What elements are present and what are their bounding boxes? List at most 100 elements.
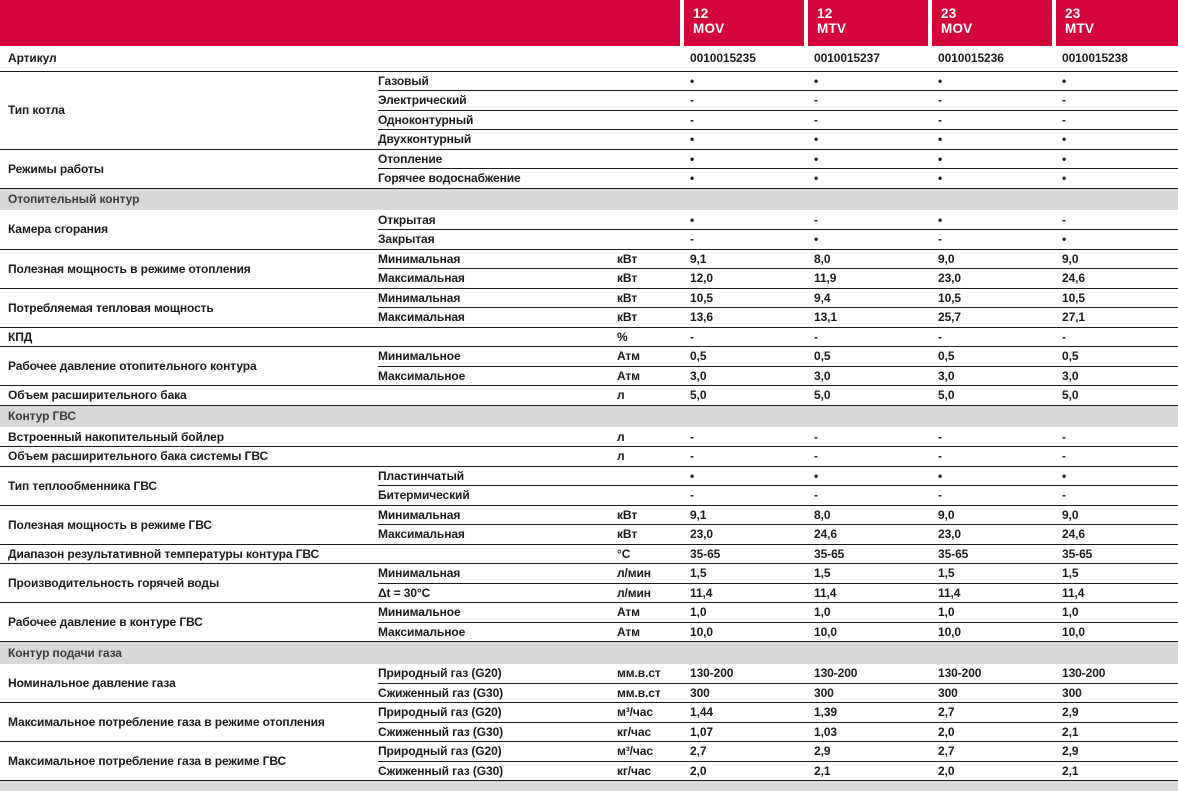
spec-value: - bbox=[930, 90, 1055, 110]
spec-row: Артикул 0010015235 0010015237 0010015236 001… bbox=[0, 46, 1178, 71]
spec-value: 13,1 bbox=[806, 307, 931, 327]
spec-value: 1,44 bbox=[682, 702, 807, 722]
spec-group-label: Диапазон результативной температуры конт… bbox=[0, 543, 378, 564]
spec-value: • bbox=[682, 129, 807, 149]
spec-row: Рабочее давление отопительного контура Ми… bbox=[0, 346, 1178, 386]
spec-value: 130-200 bbox=[814, 666, 858, 680]
spec-sub-label bbox=[378, 385, 617, 405]
spec-value: 11,4 bbox=[682, 582, 807, 603]
spec-value: • bbox=[682, 70, 807, 91]
spec-unit bbox=[617, 465, 683, 486]
spec-value: - bbox=[938, 429, 942, 444]
spec-row: Потребляемая тепловая мощность Минимальна… bbox=[0, 287, 1178, 327]
spec-unit: кВт bbox=[617, 524, 683, 544]
spec-value: - bbox=[1062, 429, 1066, 444]
spec-value: 9,0 bbox=[930, 504, 1055, 525]
spec-unit: мм.в.ст bbox=[617, 682, 683, 703]
spec-unit: °C bbox=[617, 543, 683, 564]
spec-row: Максимальное потребление газа в режиме Г… bbox=[0, 741, 1178, 781]
spec-value: • bbox=[1054, 168, 1178, 188]
model-series: MOV bbox=[941, 21, 973, 36]
spec-unit: Атм bbox=[617, 621, 683, 642]
spec-group-label: Камера сгорания bbox=[8, 222, 109, 237]
spec-value: • bbox=[1054, 229, 1178, 249]
spec-group-label: Тип котла bbox=[0, 70, 378, 149]
spec-value: 27,1 bbox=[1054, 307, 1178, 327]
spec-row: Δt = 30°C л/мин 11,4 11,4 11,4 11,4 bbox=[0, 582, 1178, 603]
spec-value: • bbox=[930, 465, 1055, 486]
spec-value: - bbox=[806, 326, 931, 347]
spec-value: 11,9 bbox=[806, 268, 931, 288]
spec-row: Закрытая - • - • bbox=[0, 229, 1178, 249]
spec-group-label: Тип теплообменника ГВС bbox=[0, 465, 378, 505]
spec-value: • bbox=[682, 148, 807, 169]
spec-value: • bbox=[930, 70, 1055, 91]
spec-sub-label: Максимальная bbox=[378, 524, 617, 544]
spec-row: Максимальная кВт 12,0 11,9 23,0 24,6 bbox=[0, 268, 1178, 288]
spec-group-label: КПД bbox=[0, 326, 378, 347]
spec-value: 1,07 bbox=[682, 721, 807, 742]
spec-sub-label: Максимальная bbox=[378, 268, 617, 288]
spec-value: 1,0 bbox=[806, 602, 931, 622]
spec-value: 300 bbox=[682, 682, 807, 703]
spec-value: • bbox=[1054, 148, 1178, 169]
spec-sub-label: Минимальная bbox=[378, 504, 617, 525]
spec-group-label: Объем расширительного бака системы ГВС bbox=[0, 446, 378, 466]
spec-unit bbox=[617, 229, 683, 249]
spec-value: - bbox=[814, 429, 818, 444]
spec-unit bbox=[617, 46, 682, 71]
model-column-header-12-mtv: 12 MTV bbox=[804, 0, 931, 46]
spec-sub-label bbox=[378, 446, 617, 466]
model-size: 23 bbox=[941, 6, 957, 21]
spec-sub-label bbox=[378, 427, 617, 447]
spec-unit bbox=[617, 168, 683, 188]
spec-value: - bbox=[682, 326, 807, 347]
spec-value: • bbox=[930, 148, 1055, 169]
spec-group-label: Встроенный накопительный бойлер bbox=[8, 429, 224, 444]
spec-row: Диапазон результативной температуры конт… bbox=[0, 543, 1178, 564]
spec-sub-label bbox=[378, 543, 617, 564]
spec-value: 3,0 bbox=[1054, 365, 1178, 386]
spec-group-label: Номинальное давление газа bbox=[8, 675, 176, 690]
spec-value: 1,0 bbox=[682, 602, 807, 622]
spec-row: Максимальное Атм 3,0 3,0 3,0 3,0 bbox=[0, 365, 1178, 386]
spec-value: - bbox=[682, 446, 807, 466]
spec-value: 2,1 bbox=[1054, 760, 1178, 781]
spec-row: Объем расширительного бака л 5,0 5,0 5,0 5,0 bbox=[0, 385, 1178, 405]
spec-sub-label: Природный газ (G20) bbox=[378, 741, 617, 761]
spec-value: 5,0 bbox=[806, 385, 931, 405]
spec-value: - bbox=[930, 229, 1055, 249]
spec-group-label: Потребляемая тепловая мощность bbox=[0, 287, 378, 327]
spec-sub-label: Пластинчатый bbox=[378, 465, 617, 486]
spec-value: 35-65 bbox=[682, 543, 807, 564]
spec-sub-label: Минимальная bbox=[378, 287, 617, 308]
spec-value: - bbox=[1054, 485, 1178, 505]
spec-value: 300 bbox=[930, 682, 1055, 703]
spec-value: • bbox=[930, 129, 1055, 149]
spec-unit: кВт bbox=[617, 268, 683, 288]
spec-value: - bbox=[806, 109, 931, 130]
spec-unit: кг/час bbox=[617, 721, 683, 742]
spec-group-label: Полезная мощность в режиме ГВС bbox=[0, 504, 378, 544]
spec-value: 2,9 bbox=[1054, 741, 1178, 761]
spec-unit: м³/час bbox=[617, 741, 683, 761]
spec-value: - bbox=[930, 109, 1055, 130]
spec-unit: л/мин bbox=[617, 582, 683, 603]
spec-value: - bbox=[1054, 326, 1178, 347]
spec-unit bbox=[617, 109, 683, 130]
spec-value: 3,0 bbox=[682, 365, 807, 386]
spec-row: КПД% - - - - bbox=[0, 326, 1178, 347]
spec-row: Режимы работы Отопление • • • • bbox=[0, 148, 1178, 188]
spec-value: 2,7 bbox=[682, 741, 807, 761]
spec-value: 9,1 bbox=[682, 248, 807, 269]
spec-sub-label: Минимальная bbox=[378, 563, 617, 583]
spec-group-label: Полезная мощность в режиме отопления bbox=[0, 248, 378, 288]
spec-row: Объем расширительного бака системы ГВС л -… bbox=[0, 446, 1178, 466]
spec-unit: Атм bbox=[617, 346, 683, 366]
spec-value: - bbox=[690, 429, 694, 444]
spec-sub-label: Газовый bbox=[378, 70, 617, 91]
spec-value: 5,0 bbox=[930, 385, 1055, 405]
spec-sub-label: Минимальное bbox=[378, 602, 617, 622]
spec-sub-label: Открытая bbox=[378, 212, 436, 227]
spec-row: Горячее водоснабжение • • • • bbox=[0, 168, 1178, 188]
